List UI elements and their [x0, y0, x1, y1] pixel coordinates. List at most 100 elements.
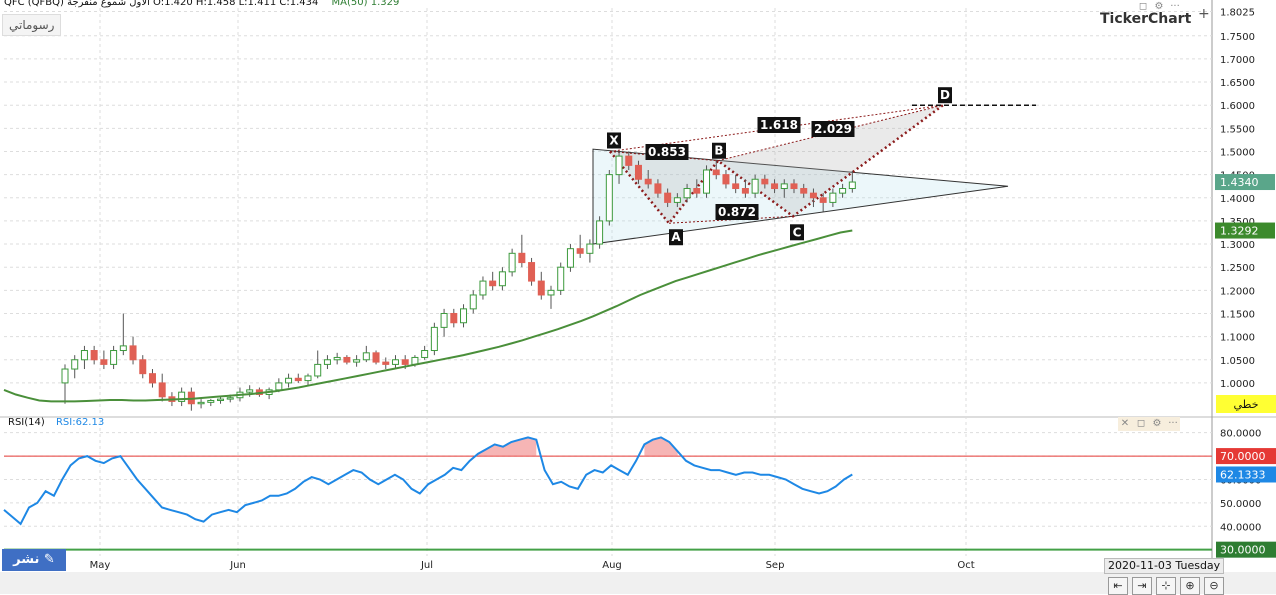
candle-body [304, 375, 312, 382]
candle [596, 216, 604, 249]
candle [518, 234, 526, 268]
crosshair-icon[interactable]: ⊹ [1156, 577, 1176, 595]
rsi-tick-label: 40.0000 [1220, 522, 1261, 533]
candle-body [654, 183, 662, 194]
candle [693, 179, 701, 198]
settings-icon[interactable]: ⚙ [1152, 418, 1162, 429]
candle-body [421, 350, 429, 358]
point-label-d: D [940, 88, 950, 102]
candle-body [625, 155, 633, 166]
candle [148, 369, 156, 388]
candle-body [683, 188, 691, 199]
ma-axis-label-bg [1215, 222, 1275, 239]
more-icon[interactable]: ··· [1170, 1, 1180, 12]
candle [498, 267, 506, 291]
price-tick-label: 1.1000 [1220, 333, 1255, 344]
candle [634, 160, 642, 184]
candle-body [158, 382, 166, 398]
candle [654, 179, 662, 198]
candle-body [119, 345, 127, 352]
ratio-label: 2.029 [814, 122, 852, 136]
price-tick-label: 1.3500 [1220, 217, 1255, 228]
zoom-out-icon[interactable]: ⊖ [1204, 577, 1224, 595]
candle [372, 350, 380, 365]
time-tick-label: Jun [229, 560, 246, 571]
candle [800, 183, 808, 198]
price-tick-label: 1.5500 [1220, 124, 1255, 135]
point-label-a: A [671, 230, 681, 244]
candle-body [450, 312, 458, 324]
ratio-label: 1.618 [760, 118, 798, 132]
status-bar [0, 572, 1276, 594]
candle-body [61, 368, 69, 384]
rsi-tick-label: 50.0000 [1220, 499, 1261, 510]
candle-body [460, 308, 468, 324]
candle-body [576, 248, 584, 254]
more-icon[interactable]: ··· [1168, 418, 1178, 429]
candle-body [615, 155, 623, 176]
pencil-icon: ✎ [43, 552, 55, 567]
drawings-button[interactable]: رسوماتي [2, 14, 62, 36]
restore-icon[interactable]: ◻ [1136, 418, 1146, 429]
point-label-x-bg [607, 132, 621, 149]
point-label-b-bg [712, 142, 726, 159]
overbought-axis-label-bg [1216, 448, 1276, 465]
arrow-right-icon[interactable]: ⇥ [1132, 577, 1152, 595]
candle [391, 355, 399, 370]
candle-body [741, 188, 749, 194]
plus-icon[interactable]: + [1198, 6, 1210, 22]
time-tick-label: Sep [766, 560, 785, 571]
candle [528, 257, 536, 286]
candle-body [693, 188, 701, 194]
price-tick-label: 1.0500 [1220, 356, 1255, 367]
candle-body [586, 243, 594, 254]
candle-body [528, 262, 536, 282]
time-tick-label: Jul [420, 560, 433, 571]
ratio-label-bg [715, 204, 759, 220]
candle [100, 350, 108, 370]
price-axis: 1.8025 1.7500 1.7000 1.6500 1.6000 1.5500 1.50… [1215, 7, 1276, 413]
candle [323, 355, 331, 370]
price-tick-label: 1.3000 [1220, 240, 1255, 251]
rsi-pane-window-controls: ✕ ◻ ⚙ ··· [1118, 417, 1180, 431]
candle [683, 183, 691, 203]
candle [139, 355, 147, 379]
candle-body [809, 192, 817, 199]
candle-body [664, 192, 672, 203]
arrow-left-icon[interactable]: ⇤ [1108, 577, 1128, 595]
candle-body [829, 192, 837, 203]
candle [119, 313, 127, 356]
candle [314, 350, 322, 379]
candle-body [489, 280, 497, 287]
candle [809, 188, 817, 208]
candle-body [80, 350, 88, 361]
ratio-label: 0.853 [648, 145, 686, 159]
candle-body [148, 373, 156, 384]
candle [421, 345, 429, 360]
candle-body [197, 401, 205, 405]
candle [217, 396, 225, 404]
restore-icon[interactable]: ◻ [1138, 1, 1148, 12]
candle-body [207, 400, 215, 403]
price-pane-window-controls: ◻ ⚙ ··· [1136, 0, 1182, 14]
close-icon[interactable]: ✕ [1120, 418, 1130, 429]
candle [537, 271, 545, 300]
rsi-tick-label: 80.0000 [1220, 429, 1261, 440]
candle-body [547, 289, 555, 296]
zoom-in-icon[interactable]: ⊕ [1180, 577, 1200, 595]
candle-body [100, 359, 108, 365]
candle-body [634, 164, 642, 180]
candle-body [703, 169, 711, 194]
candle [382, 357, 390, 370]
settings-icon[interactable]: ⚙ [1154, 1, 1164, 12]
candle-body [596, 220, 604, 245]
candle-body [391, 359, 399, 365]
candle [732, 174, 740, 194]
share-button[interactable]: نشر ✎ [2, 549, 66, 571]
candle [469, 290, 477, 314]
rsi-label: RSI(14) [8, 417, 45, 428]
candle-body [401, 359, 409, 365]
candle [207, 399, 215, 407]
bottom-toolbar: ⇤ ⇥ ⊹ ⊕ ⊖ [1108, 577, 1224, 595]
